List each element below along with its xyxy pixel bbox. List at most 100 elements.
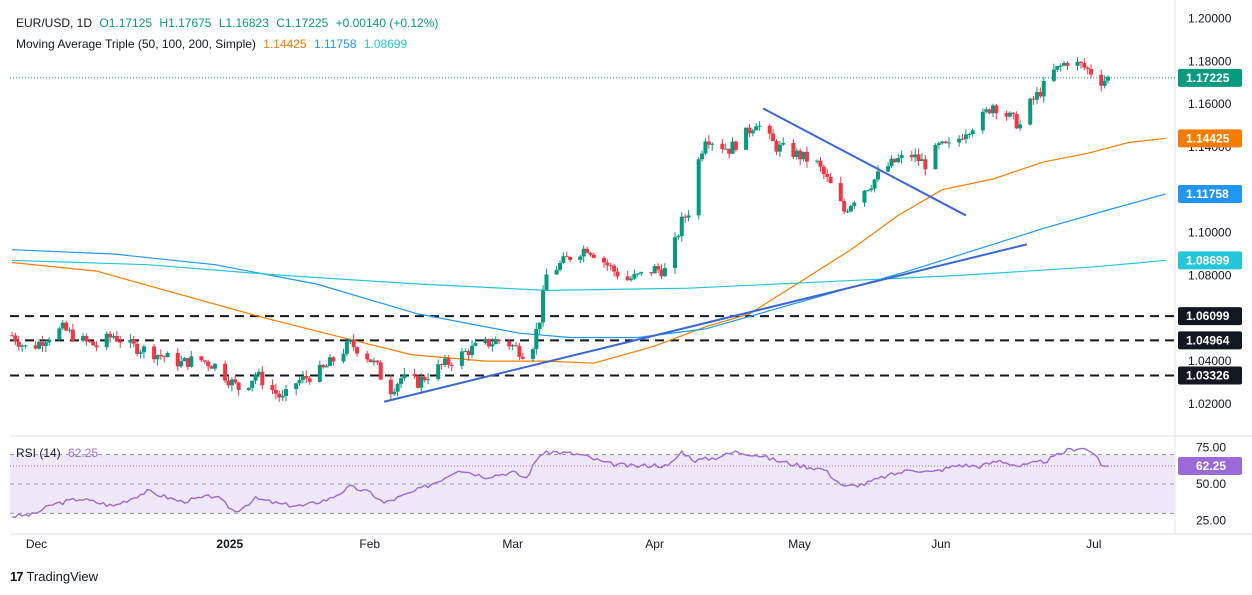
candle-body — [104, 333, 109, 348]
candle-body — [60, 322, 65, 329]
rsi-last-label: 62.25 — [1196, 459, 1226, 473]
candle-body — [605, 262, 610, 266]
candle-body — [348, 339, 353, 342]
candle-body — [710, 143, 715, 145]
candle-body — [517, 346, 522, 357]
candle-body — [402, 374, 407, 379]
candle-body — [1031, 98, 1036, 100]
candle-body — [155, 354, 160, 360]
level-label: 1.04964 — [1186, 333, 1230, 347]
candle-body — [537, 322, 542, 329]
candle-body — [852, 202, 857, 206]
candle-body — [791, 143, 796, 157]
candle-body — [1078, 61, 1083, 64]
candle-body — [351, 339, 356, 348]
candle-body — [378, 362, 383, 380]
candle-body — [223, 363, 228, 381]
candle-body — [165, 352, 170, 358]
close-value: C1.17225 — [276, 16, 329, 30]
tradingview-logo[interactable]: 17 TradingView — [10, 569, 98, 584]
candle-body — [399, 378, 404, 384]
candle-body — [331, 357, 336, 362]
candle-body — [1106, 76, 1110, 81]
ma-50-label-bg — [1178, 129, 1242, 148]
candle-body — [940, 141, 945, 144]
candle-body — [94, 345, 99, 348]
candle-body — [256, 371, 261, 375]
candle-body — [64, 322, 69, 331]
candle-body — [40, 341, 45, 346]
change-value: +0.00140 (+0.12%) — [335, 16, 439, 30]
tradingview-name: TradingView — [26, 569, 99, 584]
candle-body — [463, 351, 468, 353]
time-tick-label: 2025 — [216, 537, 243, 551]
candle-body — [916, 154, 921, 162]
candle-body — [1102, 80, 1107, 86]
candle-body — [422, 377, 427, 381]
rsi-band — [10, 454, 1175, 514]
candle-body — [984, 109, 989, 112]
candle-body — [1082, 63, 1087, 68]
candle-body — [990, 105, 995, 114]
candle-body — [57, 328, 62, 340]
candle-body — [558, 263, 562, 270]
candle-body — [967, 134, 972, 136]
candle-body — [1055, 66, 1060, 70]
candle-body — [1004, 113, 1009, 117]
candle-body — [1007, 112, 1012, 117]
candle-body — [632, 273, 637, 279]
candle-body — [10, 335, 14, 337]
candle-body — [324, 366, 329, 368]
candle-body — [520, 356, 525, 359]
ma200-value: 1.08699 — [363, 37, 408, 51]
candle-body — [591, 254, 596, 258]
candle-body — [436, 364, 441, 380]
candle-body — [202, 360, 207, 362]
price-tick-label: 1.10000 — [1188, 226, 1232, 240]
symbol-label: EUR/USD, 1D — [16, 16, 93, 30]
candle-body — [158, 354, 163, 357]
symbol-header: EUR/USD, 1D O1.17125 H1.17675 L1.16823 C… — [16, 16, 442, 30]
candle-body — [297, 380, 302, 384]
candle-body — [994, 105, 999, 114]
candle-body — [744, 127, 749, 150]
candle-body — [886, 166, 891, 172]
candle-body — [493, 339, 498, 345]
rsi-tick-label: 25.00 — [1196, 514, 1226, 528]
candle-body — [185, 358, 190, 367]
level-label-bg — [1178, 366, 1242, 385]
low-value: L1.16823 — [218, 16, 269, 30]
rsi-last-bg — [1178, 457, 1242, 476]
candle-body — [1062, 63, 1067, 66]
candle-body — [564, 256, 569, 258]
candle-body — [913, 154, 918, 158]
candle-body — [375, 360, 380, 363]
candle-body — [581, 248, 586, 257]
candle-body — [838, 183, 843, 202]
candle-body — [128, 340, 133, 343]
candle-body — [629, 278, 634, 281]
candle-body — [818, 160, 823, 167]
candle-body — [987, 109, 992, 114]
candle-body — [284, 389, 288, 396]
candle-body — [152, 346, 157, 360]
candle-body — [426, 379, 431, 381]
candle-body — [206, 361, 211, 367]
candle-body — [466, 351, 471, 355]
ma-200-label: 1.08699 — [1186, 253, 1230, 267]
candle-body — [189, 356, 194, 367]
candle-body — [777, 144, 782, 152]
candle-body — [365, 353, 370, 360]
candle-body — [280, 395, 285, 398]
candle-body — [865, 190, 870, 192]
candle-body — [497, 339, 502, 341]
candle-body — [473, 343, 478, 346]
level-label-bg — [1178, 307, 1242, 326]
candle-body — [919, 159, 924, 162]
candle-body — [568, 257, 573, 260]
candle-body — [131, 340, 136, 344]
candle-body — [226, 380, 231, 386]
candle-body — [419, 377, 424, 388]
candle-body — [415, 375, 420, 388]
